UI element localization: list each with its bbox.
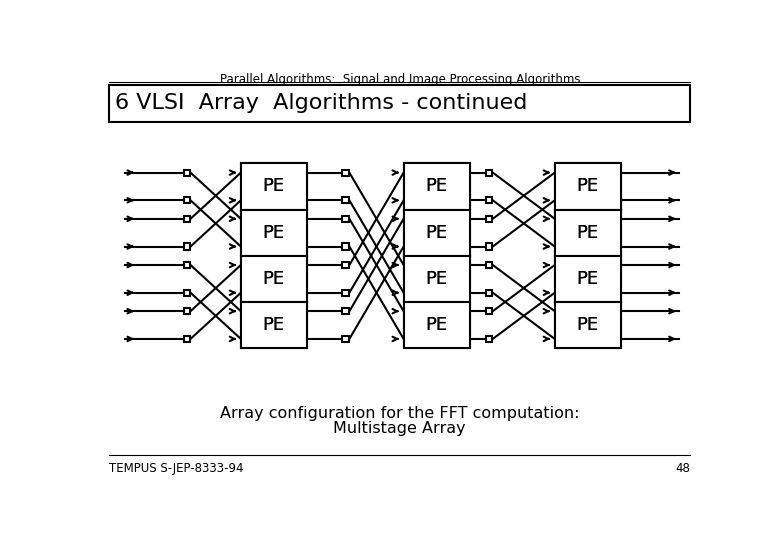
Text: PE: PE xyxy=(263,270,285,288)
Text: PE: PE xyxy=(263,178,285,195)
Text: PE: PE xyxy=(426,270,448,288)
Bar xyxy=(241,256,307,302)
Bar xyxy=(486,262,492,268)
Bar xyxy=(342,308,349,314)
Bar xyxy=(486,289,492,296)
Text: PE: PE xyxy=(426,270,448,288)
Text: PE: PE xyxy=(263,224,285,242)
Bar xyxy=(403,302,470,348)
Bar xyxy=(486,197,492,204)
Bar xyxy=(241,302,307,348)
Bar xyxy=(109,85,690,122)
Bar xyxy=(555,256,621,302)
Bar xyxy=(342,289,349,296)
Text: PE: PE xyxy=(576,224,599,242)
Bar xyxy=(183,244,190,249)
Bar xyxy=(183,215,190,222)
Text: 6 VLSI  Array  Algorithms - continued: 6 VLSI Array Algorithms - continued xyxy=(115,93,527,113)
Bar xyxy=(555,302,621,348)
Bar xyxy=(342,262,349,268)
Bar xyxy=(403,256,470,302)
Bar xyxy=(403,210,470,256)
Bar xyxy=(486,244,492,249)
Text: Array configuration for the FFT computation:: Array configuration for the FFT computat… xyxy=(220,406,580,421)
Bar xyxy=(241,210,307,256)
Bar xyxy=(486,308,492,314)
Text: PE: PE xyxy=(576,178,599,195)
Bar xyxy=(241,210,307,256)
Bar xyxy=(555,302,621,348)
Bar xyxy=(342,244,349,249)
Text: PE: PE xyxy=(426,178,448,195)
Bar xyxy=(183,262,190,268)
Bar xyxy=(183,197,190,204)
Text: PE: PE xyxy=(263,270,285,288)
Bar xyxy=(486,336,492,342)
Bar xyxy=(403,256,470,302)
Bar xyxy=(555,256,621,302)
Text: PE: PE xyxy=(576,316,599,334)
Text: PE: PE xyxy=(263,316,285,334)
Text: PE: PE xyxy=(426,316,448,334)
Bar xyxy=(403,164,470,210)
Text: PE: PE xyxy=(263,178,285,195)
Bar xyxy=(241,164,307,210)
Bar xyxy=(403,210,470,256)
Text: PE: PE xyxy=(576,316,599,334)
Text: PE: PE xyxy=(426,224,448,242)
Bar xyxy=(183,289,190,296)
Bar xyxy=(403,164,470,210)
Text: PE: PE xyxy=(576,224,599,242)
Text: PE: PE xyxy=(576,178,599,195)
Text: Multistage Array: Multistage Array xyxy=(333,421,466,436)
Bar xyxy=(183,336,190,342)
Text: PE: PE xyxy=(426,224,448,242)
Text: PE: PE xyxy=(426,178,448,195)
Bar xyxy=(241,302,307,348)
Bar xyxy=(555,164,621,210)
Text: PE: PE xyxy=(263,224,285,242)
Text: PE: PE xyxy=(263,316,285,334)
Text: PE: PE xyxy=(576,270,599,288)
Bar xyxy=(183,170,190,176)
Bar xyxy=(241,164,307,210)
Bar xyxy=(555,164,621,210)
Text: TEMPUS S-JEP-8333-94: TEMPUS S-JEP-8333-94 xyxy=(109,462,243,475)
Bar xyxy=(342,170,349,176)
Bar xyxy=(342,336,349,342)
Bar xyxy=(555,210,621,256)
Bar xyxy=(486,215,492,222)
Bar xyxy=(403,302,470,348)
Text: PE: PE xyxy=(576,270,599,288)
Bar xyxy=(342,197,349,204)
Text: 48: 48 xyxy=(675,462,690,475)
Bar xyxy=(555,210,621,256)
Bar xyxy=(486,170,492,176)
Bar xyxy=(241,256,307,302)
Text: Parallel Algorithms:  Signal and Image Processing Algorithms: Parallel Algorithms: Signal and Image Pr… xyxy=(219,72,580,85)
Text: PE: PE xyxy=(426,316,448,334)
Bar xyxy=(342,215,349,222)
Bar xyxy=(183,308,190,314)
